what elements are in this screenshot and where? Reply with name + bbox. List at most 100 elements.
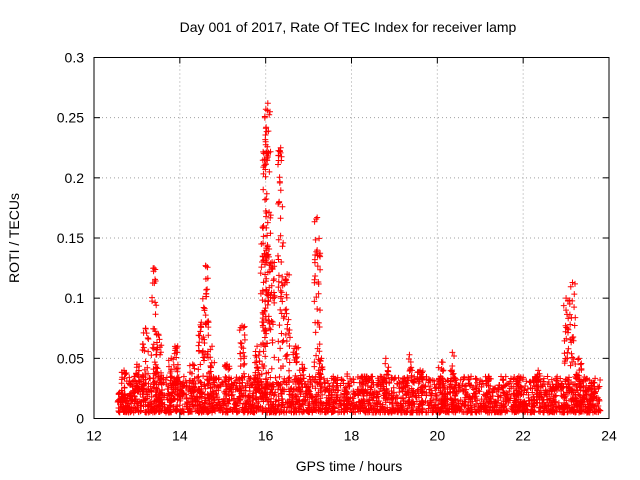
data-point bbox=[265, 149, 272, 156]
data-point bbox=[491, 385, 498, 392]
data-point bbox=[369, 373, 376, 380]
data-point bbox=[239, 392, 246, 399]
data-point bbox=[487, 403, 494, 410]
data-point bbox=[167, 380, 174, 387]
data-point bbox=[256, 358, 263, 365]
data-point bbox=[268, 282, 275, 289]
data-point bbox=[405, 355, 412, 362]
data-point bbox=[342, 384, 349, 391]
data-point bbox=[306, 373, 313, 380]
data-point bbox=[507, 380, 514, 387]
data-point bbox=[465, 405, 472, 412]
data-point bbox=[156, 344, 163, 351]
data-point bbox=[262, 207, 269, 214]
data-point bbox=[255, 367, 262, 374]
data-point bbox=[563, 307, 570, 314]
data-point bbox=[343, 397, 350, 404]
data-point bbox=[564, 389, 571, 396]
data-point bbox=[151, 325, 158, 332]
data-point bbox=[300, 406, 307, 413]
data-point bbox=[566, 311, 573, 318]
data-point bbox=[316, 378, 323, 385]
data-point bbox=[251, 408, 258, 415]
data-point bbox=[234, 398, 241, 405]
data-point bbox=[215, 387, 222, 394]
data-point bbox=[155, 331, 162, 338]
data-point bbox=[316, 341, 323, 348]
data-point bbox=[398, 379, 405, 386]
data-point bbox=[208, 405, 215, 412]
data-point bbox=[501, 390, 508, 397]
data-point bbox=[515, 373, 522, 380]
data-point bbox=[564, 325, 571, 332]
data-point bbox=[266, 262, 273, 269]
data-point bbox=[317, 395, 324, 402]
data-point bbox=[312, 329, 319, 336]
data-point bbox=[279, 339, 286, 346]
data-point bbox=[232, 386, 239, 393]
chart-title: Day 001 of 2017, Rate Of TEC Index for r… bbox=[180, 19, 517, 35]
data-point bbox=[417, 373, 424, 380]
data-point bbox=[133, 383, 140, 390]
data-point bbox=[318, 355, 325, 362]
data-point bbox=[207, 362, 214, 369]
data-point bbox=[382, 360, 389, 367]
y-tick-label: 0.1 bbox=[65, 290, 85, 306]
data-point bbox=[177, 387, 184, 394]
data-point bbox=[439, 390, 446, 397]
data-point bbox=[162, 376, 169, 383]
data-point bbox=[310, 404, 317, 411]
data-point bbox=[266, 111, 273, 118]
data-point bbox=[556, 404, 563, 411]
data-point bbox=[468, 373, 475, 380]
data-point bbox=[173, 386, 180, 393]
data-point bbox=[367, 386, 374, 393]
data-point bbox=[447, 378, 454, 385]
data-point bbox=[285, 386, 292, 393]
data-point bbox=[237, 387, 244, 394]
data-point bbox=[588, 379, 595, 386]
data-point bbox=[240, 349, 247, 356]
data-point bbox=[241, 360, 248, 367]
data-point bbox=[142, 396, 149, 403]
data-point bbox=[121, 384, 128, 391]
data-point bbox=[427, 383, 434, 390]
data-point bbox=[225, 400, 232, 407]
data-point bbox=[177, 395, 184, 402]
data-point bbox=[475, 387, 482, 394]
data-point bbox=[152, 402, 159, 409]
data-point bbox=[514, 381, 521, 388]
data-point bbox=[240, 370, 247, 377]
data-point bbox=[264, 301, 271, 308]
data-point bbox=[266, 168, 273, 175]
data-point bbox=[194, 374, 201, 381]
data-point bbox=[164, 407, 171, 414]
data-point bbox=[408, 372, 415, 379]
x-tick-label: 20 bbox=[430, 428, 446, 444]
data-point bbox=[285, 316, 292, 323]
data-point bbox=[403, 391, 410, 398]
y-tick-label: 0 bbox=[76, 411, 84, 427]
data-point bbox=[532, 377, 539, 384]
data-point bbox=[426, 386, 433, 393]
data-point bbox=[471, 390, 478, 397]
data-point bbox=[462, 394, 469, 401]
data-point bbox=[200, 304, 207, 311]
data-point bbox=[124, 402, 131, 409]
data-point bbox=[210, 394, 217, 401]
data-point bbox=[388, 374, 395, 381]
data-point bbox=[314, 305, 321, 312]
data-point bbox=[263, 394, 270, 401]
data-point bbox=[475, 407, 482, 414]
data-point bbox=[316, 252, 323, 259]
data-point bbox=[223, 392, 230, 399]
data-point bbox=[187, 405, 194, 412]
data-point bbox=[400, 384, 407, 391]
data-point bbox=[467, 399, 474, 406]
data-point bbox=[156, 408, 163, 415]
data-point bbox=[337, 391, 344, 398]
data-point bbox=[563, 324, 570, 331]
data-point bbox=[241, 336, 248, 343]
data-point bbox=[478, 403, 485, 410]
data-point bbox=[502, 373, 509, 380]
